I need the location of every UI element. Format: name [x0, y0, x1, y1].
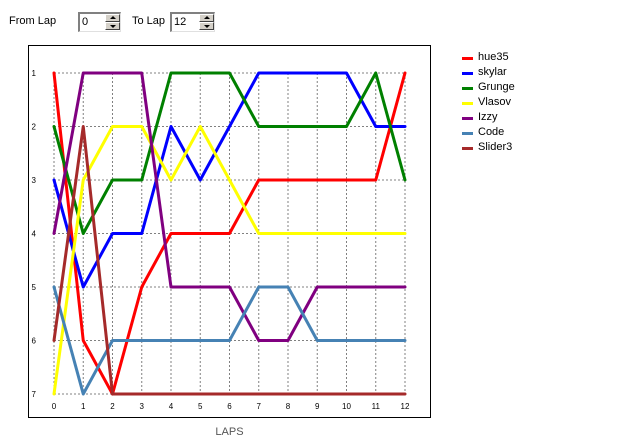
- x-tick-label: 12: [401, 402, 410, 411]
- legend-label: Slider3: [478, 141, 513, 153]
- from-lap-label: From Lap: [9, 15, 57, 27]
- from-lap-arrows: [105, 14, 120, 30]
- to-lap-stepper[interactable]: [170, 12, 215, 32]
- y-tick-label: 3: [32, 176, 37, 185]
- x-tick-label: 10: [342, 402, 351, 411]
- x-tick-label: 3: [140, 402, 145, 411]
- y-tick-label: 1: [32, 69, 37, 78]
- legend-swatch: [462, 132, 473, 135]
- to-lap-input[interactable]: [173, 14, 200, 30]
- legend-label: Vlasov: [478, 96, 512, 108]
- legend-swatch: [462, 102, 473, 105]
- x-tick-label: 2: [110, 402, 115, 411]
- legend-swatch: [462, 147, 473, 150]
- x-tick-label: 5: [198, 402, 203, 411]
- to-lap-arrows: [199, 14, 214, 30]
- to-lap-up-arrow-icon[interactable]: [199, 14, 214, 22]
- legend-label: skylar: [478, 66, 507, 78]
- legend-label: Grunge: [478, 81, 515, 93]
- y-tick-label: 5: [32, 283, 37, 292]
- series-line-code: [52, 285, 407, 396]
- y-tick-label: 2: [32, 123, 37, 132]
- y-tick-label: 7: [32, 390, 37, 399]
- legend-swatch: [462, 117, 473, 120]
- from-lap-up-arrow-icon[interactable]: [105, 14, 120, 22]
- legend-label: hue35: [478, 51, 509, 63]
- x-tick-label: 4: [169, 402, 174, 411]
- x-tick-label: 11: [372, 402, 381, 411]
- x-tick-label: 6: [227, 402, 232, 411]
- series-line-izzy: [52, 71, 407, 342]
- series-line-vlasov: [52, 125, 407, 396]
- legend-label: Code: [478, 126, 505, 138]
- y-tick-label: 6: [32, 337, 37, 346]
- chart-frame: 0 1 2 3 4 5 6 7 8 9 10 11 12 1 2 3 4 5 6 7: [28, 45, 431, 418]
- series-line-skylar: [52, 71, 407, 289]
- series-line-grunge: [52, 71, 407, 235]
- x-tick-label: 0: [52, 402, 57, 411]
- x-tick-label: 8: [286, 402, 291, 411]
- legend-swatch: [462, 57, 473, 60]
- from-lap-stepper[interactable]: [78, 12, 121, 32]
- from-lap-down-arrow-icon[interactable]: [105, 22, 120, 30]
- legend-label: Izzy: [478, 111, 498, 123]
- legend-swatch: [462, 87, 473, 90]
- x-axis-label: LAPS: [215, 426, 244, 438]
- legend-swatch: [462, 72, 473, 75]
- to-lap-down-arrow-icon[interactable]: [199, 22, 214, 30]
- to-lap-label: To Lap: [132, 15, 166, 27]
- series-line-slider3: [52, 125, 407, 396]
- from-lap-input[interactable]: [81, 14, 108, 30]
- y-tick-label: 4: [32, 230, 37, 239]
- x-tick-label: 9: [315, 402, 320, 411]
- x-tick-label: 7: [257, 402, 262, 411]
- x-tick-label: 1: [81, 402, 86, 411]
